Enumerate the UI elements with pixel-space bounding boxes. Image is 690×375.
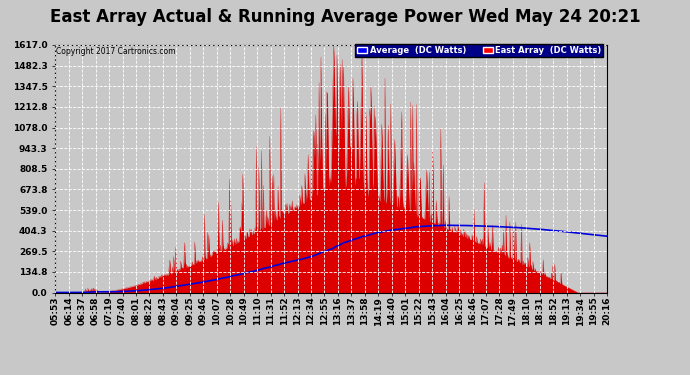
Legend: Average  (DC Watts), East Array  (DC Watts): Average (DC Watts), East Array (DC Watts… [355,44,603,57]
Text: Copyright 2017 Cartronics.com: Copyright 2017 Cartronics.com [56,48,175,57]
Text: East Array Actual & Running Average Power Wed May 24 20:21: East Array Actual & Running Average Powe… [50,8,640,26]
